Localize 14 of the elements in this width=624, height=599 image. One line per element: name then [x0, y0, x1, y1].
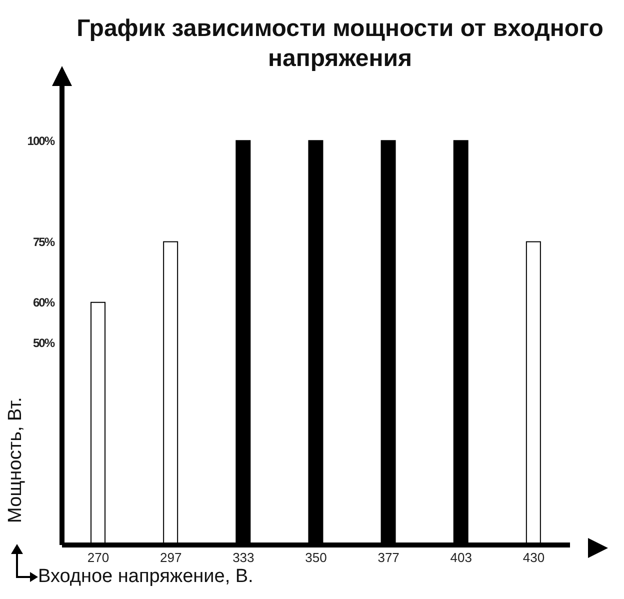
x-tick-label: 350: [305, 550, 327, 566]
x-tick-label: 270: [87, 550, 110, 566]
x-tick-label: 430: [522, 550, 545, 566]
x-tick-label: 297: [160, 550, 182, 566]
x-axis-title: Входное напряжение, В.: [38, 566, 254, 588]
y-tick-label: 50%: [32, 336, 56, 350]
chart-title: График зависимости мощности от входного напряжения: [76, 14, 604, 74]
y-tick-label: 100%: [27, 134, 56, 148]
x-tick-label: 377: [378, 550, 400, 566]
y-axis-title: Мощность, Вт.: [5, 397, 27, 523]
x-tick-label: 333: [232, 550, 254, 566]
x-tick-label: 403: [450, 550, 472, 566]
y-tick-label: 75%: [32, 235, 56, 249]
y-tick-label: 60%: [32, 296, 56, 310]
